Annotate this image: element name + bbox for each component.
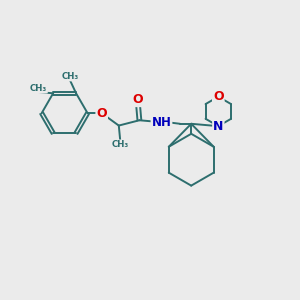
Text: N: N xyxy=(213,120,224,133)
Text: O: O xyxy=(133,93,143,106)
Text: CH₃: CH₃ xyxy=(112,140,129,149)
Text: O: O xyxy=(213,90,224,103)
Text: O: O xyxy=(96,107,107,120)
Text: CH₃: CH₃ xyxy=(30,84,47,93)
Text: NH: NH xyxy=(152,116,171,128)
Text: CH₃: CH₃ xyxy=(61,72,79,81)
